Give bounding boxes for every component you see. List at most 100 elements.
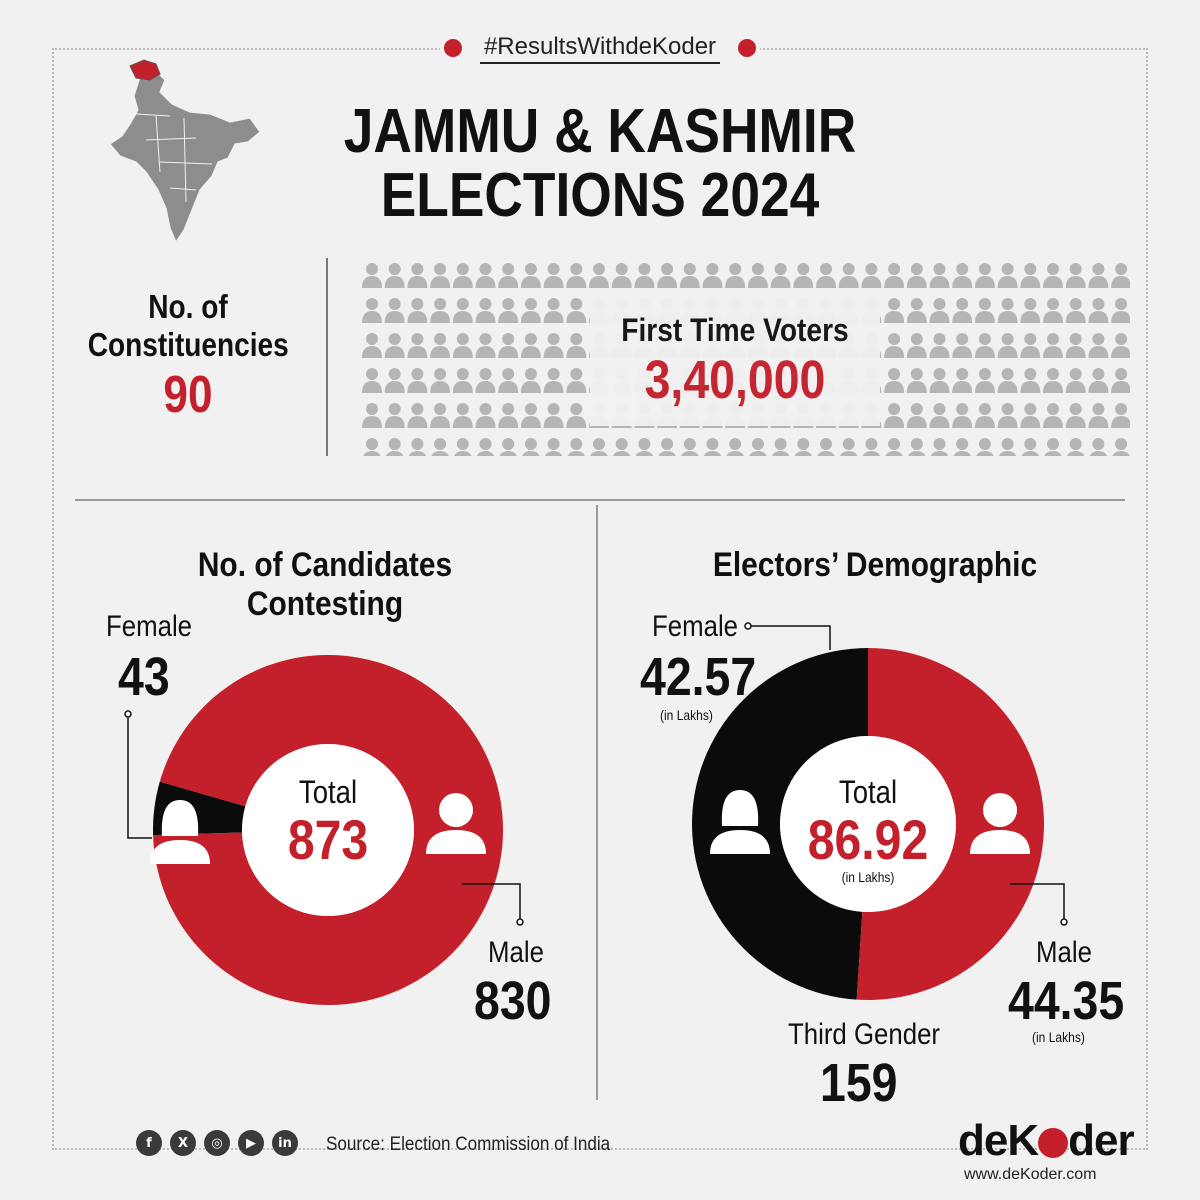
voter-icon (498, 403, 519, 428)
voter-icon (952, 403, 973, 428)
candidates-male-leader-dot (516, 918, 524, 926)
candidates-male-value: 830 (474, 971, 552, 1031)
voter-icon (452, 263, 473, 288)
voter-icon (475, 368, 496, 393)
voter-icon (952, 368, 973, 393)
voter-icon (1088, 298, 1109, 323)
voter-icon (454, 438, 472, 456)
voter-icon (998, 438, 1017, 456)
voter-icon (1088, 368, 1109, 393)
voter-icon (384, 403, 405, 428)
electors-male-person-icon (970, 793, 1030, 854)
linkedin-icon[interactable]: in (272, 1130, 298, 1156)
electors-slice-male (856, 648, 1044, 1000)
voter-icon (1021, 438, 1040, 456)
candidates-female-value: 43 (118, 647, 170, 707)
candidates-male-person-icon (426, 793, 486, 854)
voter-icon (974, 263, 995, 288)
electors-male-value: 44.35 (1008, 971, 1125, 1031)
voter-icon (974, 298, 995, 323)
candidates-hole (242, 744, 414, 916)
voter-icon (1043, 263, 1063, 288)
voter-icon (1065, 298, 1086, 323)
voter-icon (566, 263, 587, 288)
voter-icon (974, 368, 995, 393)
voter-icon (566, 333, 587, 358)
voter-icon (1111, 333, 1130, 358)
voter-icon (793, 263, 814, 288)
voter-icon (681, 438, 699, 456)
youtube-icon[interactable]: ▶ (238, 1130, 264, 1156)
voter-icon (543, 403, 564, 428)
voter-icon (862, 438, 881, 456)
brand-post: der (1068, 1116, 1134, 1165)
voter-icon (362, 298, 382, 323)
voter-icon (498, 333, 519, 358)
voter-icon (1020, 333, 1041, 358)
voter-icon (884, 333, 905, 358)
brand-o-dot (1038, 1128, 1069, 1158)
constituencies-label-1: No. of (148, 288, 228, 325)
voter-icon (771, 438, 790, 456)
voter-icon (929, 263, 950, 288)
voter-icon (997, 403, 1018, 428)
electors-female-leader-dot (744, 622, 752, 630)
voter-icon (906, 368, 927, 393)
voter-icon (430, 403, 451, 428)
voter-icon (747, 263, 768, 288)
voter-icon (475, 333, 496, 358)
voter-icon (475, 403, 496, 428)
voter-icon (953, 438, 971, 456)
instagram-icon[interactable]: ◎ (204, 1130, 230, 1156)
voter-icon (362, 403, 382, 428)
candidates-slice-male (153, 655, 504, 1005)
voter-icon (884, 403, 905, 428)
voter-icon (430, 298, 451, 323)
voter-icon (976, 438, 994, 456)
facebook-icon[interactable]: f (136, 1130, 162, 1156)
voter-icon (929, 403, 950, 428)
voter-icon (1020, 263, 1041, 288)
voter-icon (612, 438, 631, 456)
voter-icon (544, 438, 563, 456)
voter-icon (407, 403, 428, 428)
voter-icon (543, 333, 564, 358)
voter-icon (974, 403, 995, 428)
voter-icon (1088, 333, 1109, 358)
voter-icon (658, 438, 676, 456)
voter-icon (1043, 403, 1063, 428)
voter-icon (929, 298, 950, 323)
voter-icon (1112, 438, 1130, 456)
voter-icon (952, 298, 973, 323)
voter-icon (726, 438, 744, 456)
electors-male-leader (1010, 883, 1065, 922)
voter-icon (884, 263, 905, 288)
constituencies-label-2: Constituencies (87, 326, 289, 363)
electors-slice-female (691, 648, 868, 1000)
voter-icon (839, 438, 858, 456)
voter-icon (816, 263, 836, 288)
voter-icon (1065, 368, 1086, 393)
voter-icon (567, 438, 586, 456)
brand-logo[interactable]: deK der (958, 1116, 1135, 1166)
electors-female-unit: (in Lakhs) (660, 707, 713, 723)
voter-icon (384, 298, 405, 323)
voter-icon (794, 438, 813, 456)
x-icon[interactable]: X (170, 1130, 196, 1156)
first-time-voters-stat: First Time Voters 3,40,000 (590, 296, 880, 426)
voter-icon (1088, 263, 1109, 288)
electors-male-unit: (in Lakhs) (1032, 1029, 1085, 1045)
voter-icon (476, 438, 495, 456)
voter-icon (566, 298, 587, 323)
candidates-male-leader (462, 883, 521, 922)
voter-icon (520, 333, 541, 358)
voter-icon (499, 438, 517, 456)
hashtag[interactable]: #ResultsWithdeKoder (479, 33, 721, 64)
voter-icon (930, 438, 949, 456)
voter-icon (657, 263, 678, 288)
first-time-voters-label: First Time Voters (621, 312, 849, 348)
voter-icon (861, 263, 882, 288)
site-url[interactable]: www.deKoder.com (964, 1166, 1097, 1183)
electors-hole (780, 736, 956, 912)
